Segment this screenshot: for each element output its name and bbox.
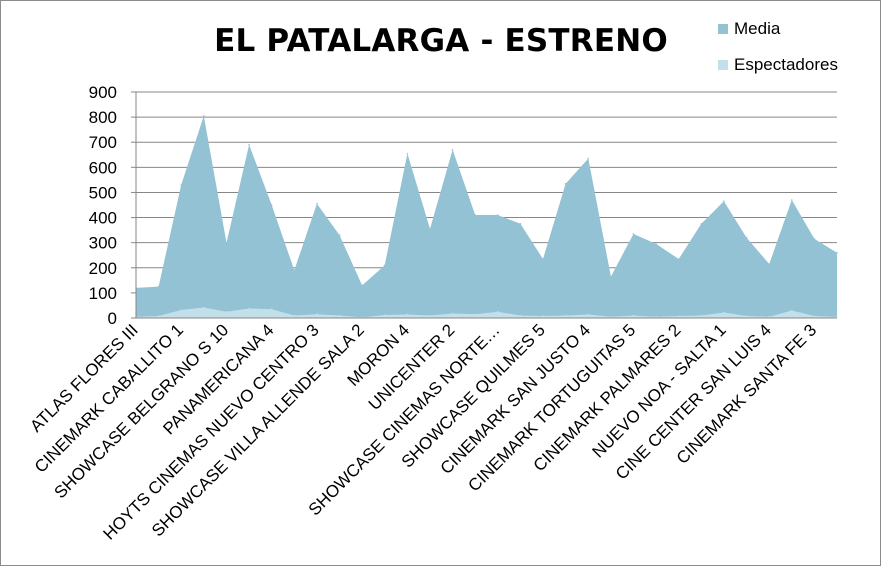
data-point-media-22 bbox=[632, 233, 635, 235]
y-tick-label-5: 500 bbox=[89, 183, 117, 202]
data-point-media-8 bbox=[316, 202, 318, 205]
data-point-media-15 bbox=[474, 214, 477, 216]
x-tick-label-5: SHOWCASE VILLA ALLENDE SALA 2 bbox=[148, 320, 368, 540]
data-point-media-18 bbox=[542, 258, 544, 260]
data-point-espectadores-27 bbox=[745, 315, 748, 317]
data-point-media-24 bbox=[677, 258, 680, 260]
data-point-media-12 bbox=[406, 152, 409, 155]
data-point-espectadores-30 bbox=[813, 315, 816, 317]
y-tick-label-0: 0 bbox=[108, 309, 117, 328]
data-point-espectadores-24 bbox=[677, 315, 680, 317]
data-point-media-23 bbox=[655, 243, 657, 245]
data-point-media-29 bbox=[791, 199, 793, 201]
data-point-espectadores-15 bbox=[474, 313, 477, 316]
area-series-media bbox=[136, 115, 837, 319]
data-point-espectadores-19 bbox=[564, 314, 567, 317]
legend-swatch-espectadores bbox=[718, 60, 728, 70]
data-point-espectadores-25 bbox=[700, 314, 703, 317]
data-point-media-25 bbox=[700, 223, 703, 225]
data-point-media-20 bbox=[587, 157, 590, 160]
data-point-espectadores-2 bbox=[180, 309, 182, 311]
data-point-media-26 bbox=[723, 200, 725, 202]
data-point-media-13 bbox=[429, 228, 431, 230]
data-point-espectadores-23 bbox=[655, 315, 657, 318]
data-point-espectadores-3 bbox=[203, 306, 205, 309]
legend-label-espectadores: Espectadores bbox=[734, 55, 838, 74]
data-point-media-16 bbox=[497, 214, 499, 216]
data-point-media-5 bbox=[248, 143, 250, 146]
data-point-espectadores-6 bbox=[270, 308, 273, 311]
data-point-media-27 bbox=[745, 236, 748, 239]
data-point-espectadores-14 bbox=[451, 312, 454, 315]
y-tick-label-3: 300 bbox=[89, 234, 117, 253]
data-point-espectadores-5 bbox=[248, 307, 250, 310]
data-point-espectadores-1 bbox=[157, 315, 160, 317]
legend-swatch-media bbox=[718, 24, 728, 34]
data-point-espectadores-29 bbox=[791, 309, 793, 312]
y-tick-label-2: 200 bbox=[89, 259, 117, 278]
data-point-espectadores-20 bbox=[587, 313, 590, 316]
legend-item-espectadores: Espectadores bbox=[718, 54, 838, 76]
data-point-media-10 bbox=[361, 284, 363, 287]
data-point-espectadores-4 bbox=[225, 310, 228, 313]
data-point-media-4 bbox=[225, 241, 228, 244]
y-tick-label-6: 600 bbox=[89, 158, 117, 177]
data-point-espectadores-8 bbox=[316, 313, 318, 316]
data-point-espectadores-21 bbox=[610, 315, 612, 318]
legend-item-media: Media bbox=[718, 18, 780, 40]
data-point-espectadores-12 bbox=[406, 313, 409, 316]
data-point-media-14 bbox=[451, 149, 454, 151]
data-point-media-9 bbox=[338, 234, 341, 236]
data-point-media-3 bbox=[203, 115, 205, 117]
y-tick-label-4: 400 bbox=[89, 209, 117, 228]
data-point-media-17 bbox=[519, 223, 522, 225]
data-point-espectadores-28 bbox=[768, 315, 770, 318]
data-point-espectadores-17 bbox=[519, 314, 522, 317]
data-point-media-19 bbox=[564, 182, 567, 185]
data-point-media-6 bbox=[270, 204, 273, 206]
data-point-espectadores-11 bbox=[383, 314, 386, 316]
y-tick-label-7: 700 bbox=[89, 133, 117, 152]
data-point-media-28 bbox=[768, 263, 770, 265]
data-point-media-1 bbox=[157, 285, 160, 288]
y-tick-label-8: 800 bbox=[89, 108, 117, 127]
data-point-espectadores-16 bbox=[497, 310, 499, 313]
y-tick-label-9: 900 bbox=[89, 83, 117, 102]
data-point-media-31 bbox=[836, 251, 838, 254]
data-point-media-2 bbox=[180, 184, 182, 186]
data-point-espectadores-7 bbox=[293, 314, 296, 317]
chart-title: EL PATALARGA - ESTRENO bbox=[214, 23, 668, 59]
data-point-media-7 bbox=[293, 269, 296, 272]
data-point-espectadores-26 bbox=[723, 311, 725, 314]
data-point-espectadores-22 bbox=[632, 314, 635, 317]
data-point-espectadores-31 bbox=[836, 315, 838, 318]
data-point-espectadores-9 bbox=[338, 314, 341, 317]
data-point-media-11 bbox=[383, 264, 386, 267]
y-tick-label-1: 100 bbox=[89, 284, 117, 303]
data-point-espectadores-18 bbox=[542, 315, 544, 317]
legend-label-media: Media bbox=[734, 19, 781, 38]
data-point-media-21 bbox=[610, 275, 612, 278]
data-point-media-30 bbox=[813, 238, 816, 240]
area-series-espectadores bbox=[136, 307, 837, 318]
data-point-espectadores-13 bbox=[429, 314, 431, 317]
